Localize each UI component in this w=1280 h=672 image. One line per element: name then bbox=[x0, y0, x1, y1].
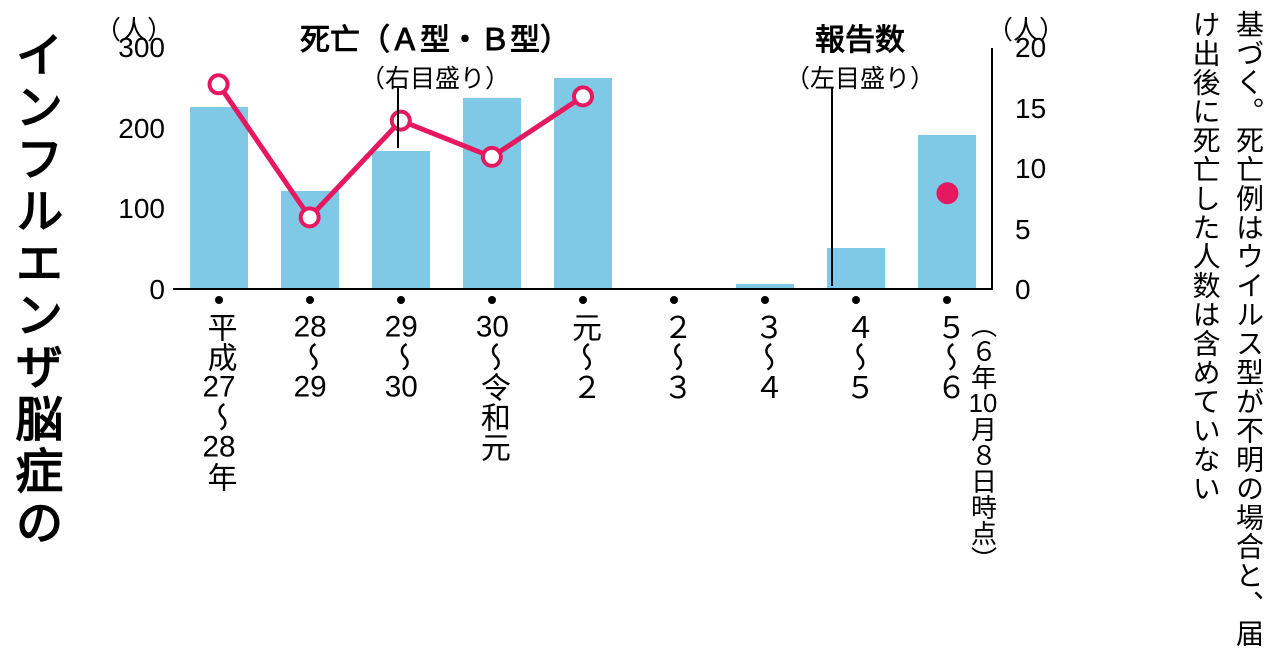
leader-reports bbox=[831, 88, 833, 286]
y-left-ticks: 0100200300 bbox=[95, 48, 165, 290]
legend-deaths-sub: （右目盛り） bbox=[300, 59, 570, 95]
x-axis-label: 平成27〜28年 bbox=[204, 312, 234, 492]
x-axis-label: ２〜３ bbox=[659, 312, 689, 402]
legend-deaths-title: 死亡（Ａ型・Ｂ型） bbox=[300, 15, 570, 59]
legend-reports-sub: （左目盛り） bbox=[785, 59, 935, 95]
y-right-ticks: 05101520 bbox=[1015, 48, 1065, 290]
x-axis-label: ５〜６ bbox=[932, 312, 962, 402]
x-axis-label: 29〜30 bbox=[386, 312, 416, 402]
page-title: インフルエンザ脳症の bbox=[8, 30, 58, 550]
legend-reports: 報告数 （左目盛り） bbox=[785, 15, 935, 95]
legend-reports-title: 報告数 bbox=[785, 15, 935, 59]
x-axis-label: 元〜２ bbox=[568, 312, 598, 402]
chart-note: （６年10月８日時点） bbox=[969, 312, 995, 572]
x-axis-label: ４〜５ bbox=[841, 312, 871, 402]
x-axis-labels: 平成27〜28年 28〜29 29〜30 30〜令和元 元〜２ ２〜３ ３〜４ ４〜５ ５〜６ bbox=[173, 302, 993, 662]
chart-container: （人） （人） 0100200300 05101520 死亡（Ａ型・Ｂ型） （右… bbox=[95, 10, 1065, 300]
article-body-text: 基づく。死亡例はウイルス型が不明の場合と、届け出後に死亡した人数は含めていない bbox=[1183, 10, 1270, 650]
x-axis-label: 28〜29 bbox=[295, 312, 325, 402]
legend-deaths: 死亡（Ａ型・Ｂ型） （右目盛り） bbox=[300, 15, 570, 95]
x-axis-label: 30〜令和元 bbox=[477, 312, 507, 462]
leader-deaths bbox=[397, 88, 399, 148]
x-axis-label: ３〜４ bbox=[750, 312, 780, 402]
